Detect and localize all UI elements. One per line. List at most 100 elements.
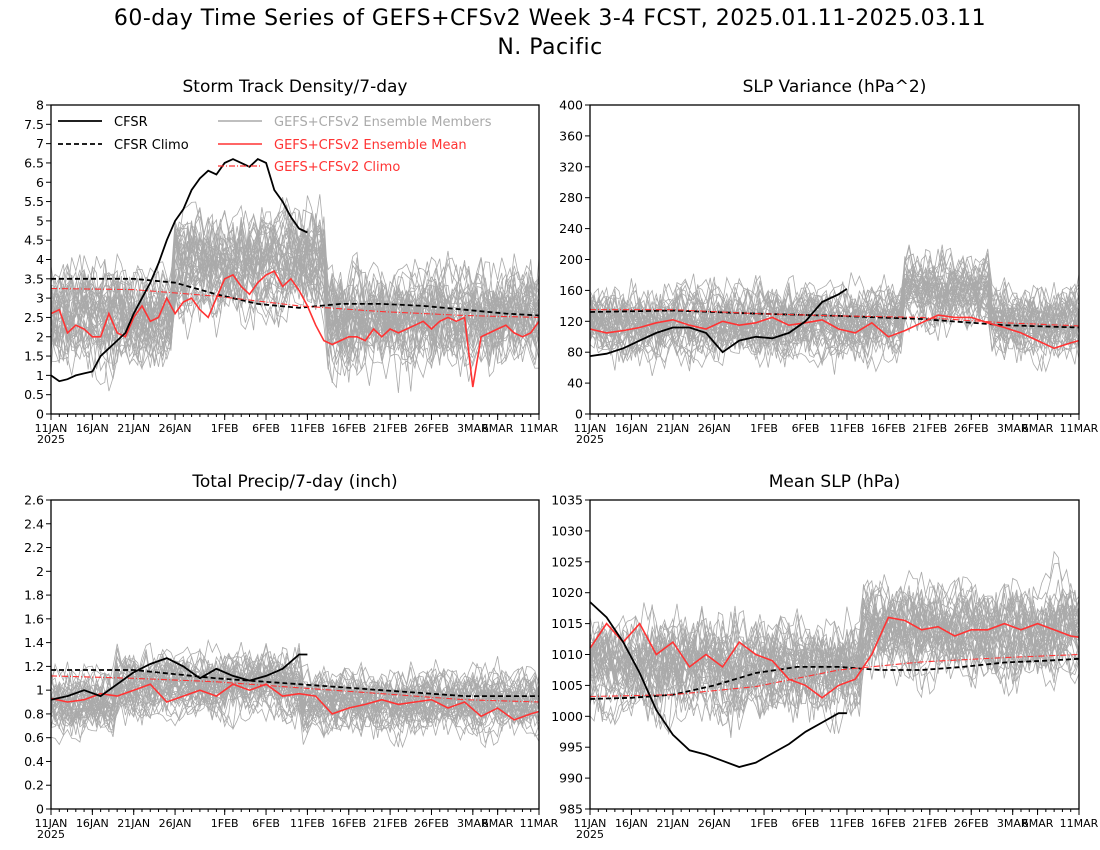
x-tick-label: 3MAR: [997, 817, 1029, 830]
x-tick-label: 21JAN: [117, 817, 150, 830]
x-tick-label: 21JAN: [117, 422, 150, 435]
ensemble-member-line: [50, 643, 540, 722]
y-tick-label: 1.4: [24, 635, 44, 650]
x-tick-label: 16FEB: [871, 422, 906, 435]
series-gefs-cfsv2-climo: [590, 309, 1080, 327]
x-tick-label: 1FEB: [211, 817, 239, 830]
y-tick-label: 0.8: [24, 706, 44, 721]
plot-frame: [50, 499, 540, 810]
ensemble-member-line: [589, 281, 1080, 364]
ensemble-member-line: [50, 201, 540, 361]
ensemble-member-line: [50, 213, 540, 389]
x-tick-label: 16FEB: [331, 422, 366, 435]
ensemble-member-line: [50, 227, 540, 354]
y-tick-label: 2.2: [24, 540, 44, 555]
y-tick-label: 4: [36, 252, 44, 267]
ensemble-members: [589, 550, 1080, 738]
x-tick-label: 11FEB: [830, 817, 865, 830]
ensemble-member-line: [589, 601, 1080, 697]
y-tick-label: 320: [559, 159, 583, 174]
x-tick-label: 26FEB: [414, 817, 449, 830]
legend-label: GEFS+CFSv2 Ensemble Members: [274, 115, 492, 130]
y-tick-label: 2: [36, 329, 44, 344]
ensemble-member-line: [589, 587, 1080, 705]
x-tick-label: 21FEB: [912, 817, 947, 830]
y-tick-label: 1.2: [24, 659, 44, 674]
y-tick-label: 1005: [551, 678, 583, 693]
x-tick-label: 11MAR: [520, 422, 559, 435]
ensemble-member-line: [589, 583, 1080, 711]
x-tick-label: 3MAR: [997, 422, 1029, 435]
x-tick-label: 21FEB: [912, 422, 947, 435]
legend: CFSR CFSR Climo GEFS+CFSv2 Ensemble Member…: [58, 115, 492, 175]
x-axis: 11JAN 16JAN 21JAN 26JAN 1FEB 6FEB 11FEB 16FEB 21…: [35, 809, 559, 841]
ensemble-member-line: [50, 237, 540, 376]
ensemble-member-line: [589, 594, 1080, 704]
y-tick-label: 3: [36, 291, 44, 306]
y-tick-label: 0.5: [24, 387, 44, 402]
ensemble-member-line: [50, 220, 540, 377]
x-tick-label: 6MAR: [482, 422, 514, 435]
ensemble-member-line: [589, 256, 1080, 376]
series-gefs-cfsv2-ensemble-mean: [589, 314, 1080, 350]
x-year-label: 2025: [576, 828, 604, 841]
series-cfsr: [50, 653, 308, 701]
y-tick-label: 1: [36, 368, 44, 383]
ensemble-member-line: [50, 207, 540, 393]
y-tick-label: 120: [559, 314, 583, 329]
x-tick-label: 26JAN: [698, 422, 731, 435]
x-tick-label: 1FEB: [750, 422, 778, 435]
y-tick-label: 4.5: [24, 233, 44, 248]
x-tick-label: 21JAN: [656, 422, 689, 435]
ensemble-member-line: [50, 642, 540, 734]
y-tick-label: 1030: [551, 523, 583, 538]
ensemble-member-line: [50, 673, 540, 727]
y-tick-label: 1.6: [24, 611, 44, 626]
y-tick-label: 1000: [551, 709, 583, 724]
x-tick-label: 11MAR: [520, 817, 559, 830]
x-year-label: 2025: [37, 828, 65, 841]
y-tick-label: 2: [36, 564, 44, 579]
x-tick-label: 11FEB: [290, 817, 325, 830]
chart-title: Mean SLP (hPa): [769, 472, 901, 492]
x-tick-label: 11JAN: [574, 817, 607, 830]
ensemble-member-line: [589, 266, 1080, 350]
x-tick-label: 11JAN: [574, 422, 607, 435]
y-tick-label: 80: [567, 345, 583, 360]
y-tick-label: 360: [559, 128, 583, 143]
y-tick-label: 5.5: [24, 194, 44, 209]
x-tick-label: 6FEB: [252, 817, 280, 830]
x-tick-label: 16JAN: [615, 422, 648, 435]
chart-mean-slp: Mean SLP (hPa) 985 990 995 1000 1005 1010 1015 1…: [551, 472, 1098, 841]
y-tick-label: 2.5: [24, 310, 44, 325]
y-tick-label: 990: [559, 771, 583, 786]
page-title: 60-day Time Series of GEFS+CFSv2 Week 3-…: [0, 4, 1100, 62]
ensemble-member-line: [50, 209, 540, 370]
y-tick-label: 200: [559, 252, 583, 267]
y-tick-label: 8: [36, 98, 44, 113]
series-cfsr-climo: [589, 309, 1080, 329]
x-year-label: 2025: [37, 433, 65, 446]
y-tick-label: 1020: [551, 585, 583, 600]
x-tick-label: 3MAR: [457, 817, 489, 830]
x-tick-label: 11JAN: [35, 817, 68, 830]
ensemble-member-line: [589, 586, 1080, 720]
series-gefs-cfsv2-climo: [50, 675, 540, 703]
x-tick-label: 26FEB: [414, 422, 449, 435]
x-tick-label: 21FEB: [373, 817, 408, 830]
page-title-line1: 60-day Time Series of GEFS+CFSv2 Week 3-…: [113, 6, 987, 31]
series-cfsr: [50, 158, 308, 383]
x-tick-label: 1FEB: [750, 817, 778, 830]
legend-label: GEFS+CFSv2 Ensemble Mean: [274, 138, 467, 153]
y-tick-label: 1025: [551, 554, 583, 569]
series-cfsr: [589, 601, 847, 768]
series-gefs-cfsv2-climo: [50, 287, 540, 318]
x-tick-label: 26JAN: [698, 817, 731, 830]
x-tick-label: 16JAN: [615, 817, 648, 830]
x-year-label: 2025: [576, 433, 604, 446]
legend-label: GEFS+CFSv2 Climo: [274, 160, 400, 175]
x-tick-label: 11FEB: [830, 422, 865, 435]
y-tick-label: 1.5: [24, 349, 44, 364]
y-tick-label: 5: [36, 213, 44, 228]
